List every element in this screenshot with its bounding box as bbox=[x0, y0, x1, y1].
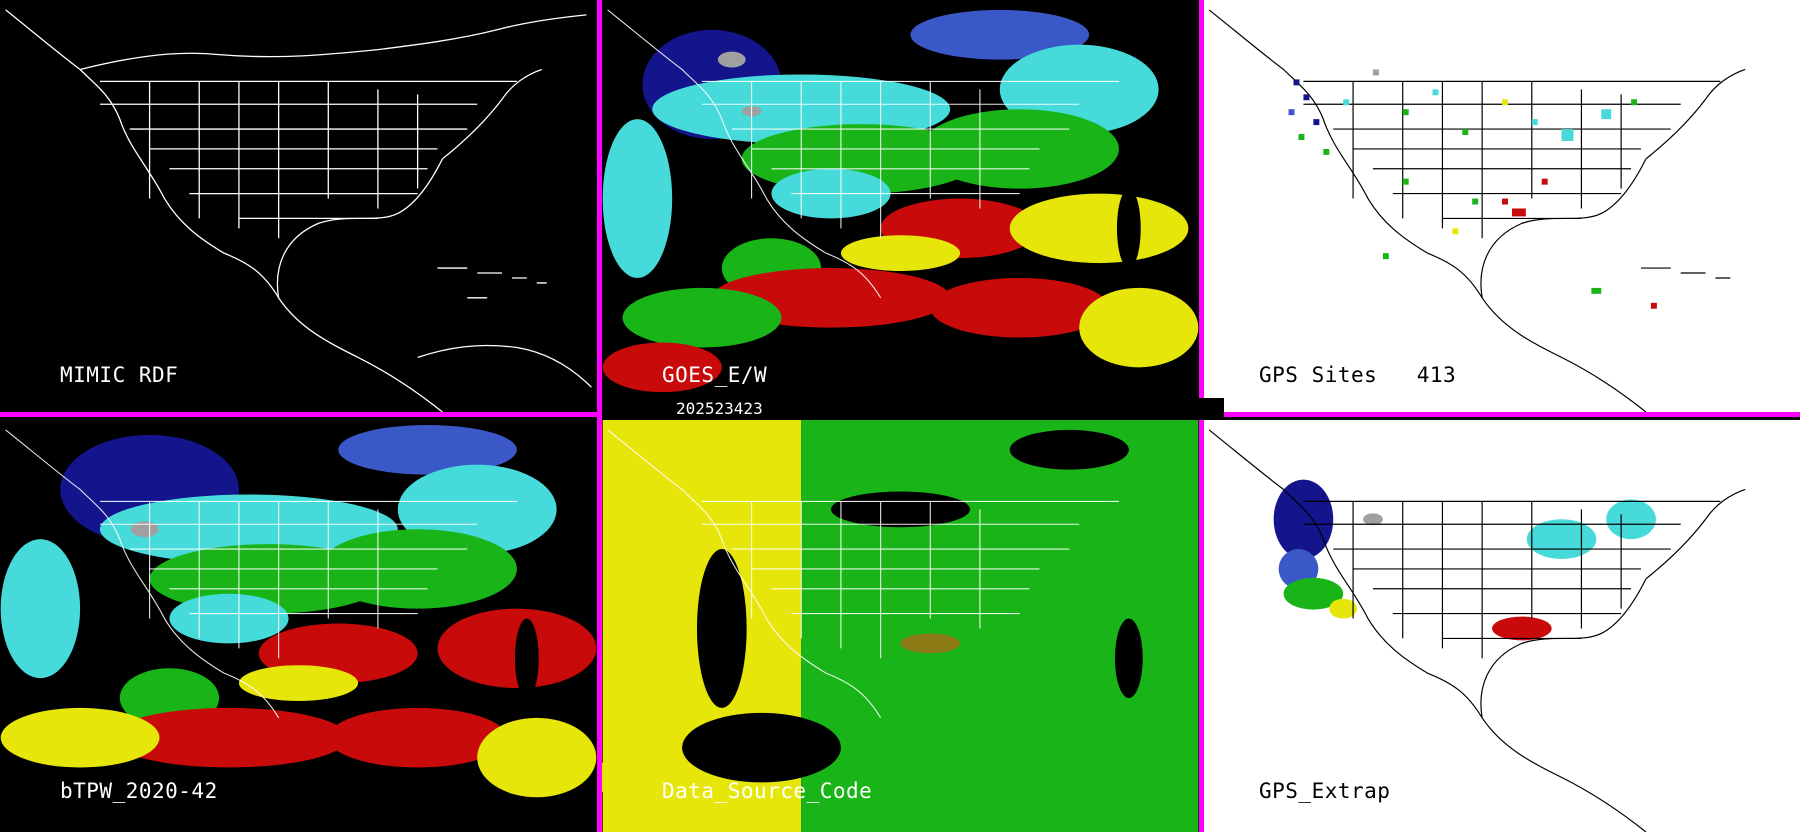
tpw-field-btpw bbox=[0, 424, 597, 798]
gps-sites-label: GPS Sites bbox=[1259, 363, 1378, 387]
coast-east bbox=[442, 68, 542, 160]
panel-label: MIMIC RDF bbox=[60, 363, 179, 387]
panel-goes-ew: GOES_E/W bbox=[602, 0, 1199, 412]
coast-north bbox=[79, 14, 587, 71]
tpw-field-goes bbox=[602, 9, 1199, 393]
panel-label: GOES_E/W bbox=[662, 363, 768, 387]
panel-gps-extrap: GPS_Extrap bbox=[1204, 420, 1800, 832]
timestamp-text: 202523423 bbox=[676, 399, 763, 418]
gps-site-markers bbox=[1288, 69, 1657, 309]
panel-mimic-rdf: MIMIC RDF bbox=[0, 0, 597, 412]
divider-vertical-right bbox=[1199, 0, 1204, 412]
timestamp-bar: 202523423 bbox=[667, 398, 1224, 419]
panel-data-source: Data_Source_Code bbox=[602, 420, 1199, 832]
panel-gps-sites: GPS Sites 413 bbox=[1204, 0, 1800, 412]
south-america-coast bbox=[417, 344, 592, 388]
map-mimic-rdf bbox=[5, 9, 592, 412]
divider-horizontal-left bbox=[0, 412, 602, 417]
gps-sites-count: 413 bbox=[1416, 363, 1457, 387]
divider-vertical-right-bottom bbox=[1199, 420, 1204, 832]
panel-label: GPS_Extrap bbox=[1259, 779, 1391, 803]
tpw-blobs bbox=[602, 9, 1199, 393]
coast-north-america bbox=[5, 9, 443, 412]
panel-label: Data_Source_Code bbox=[662, 779, 873, 803]
map-gps-extrap bbox=[1208, 429, 1746, 832]
states-grid bbox=[99, 80, 517, 239]
panel-btpw: bTPW_2020-42 bbox=[0, 420, 597, 832]
panel-label: GPS Sites 413 bbox=[1259, 363, 1456, 387]
map-gps-sites bbox=[1208, 9, 1746, 412]
source-code-field bbox=[602, 420, 1199, 832]
caribbean-islands bbox=[437, 267, 547, 299]
divider-horizontal-right bbox=[1199, 412, 1800, 417]
panel-label: bTPW_2020-42 bbox=[60, 779, 218, 803]
